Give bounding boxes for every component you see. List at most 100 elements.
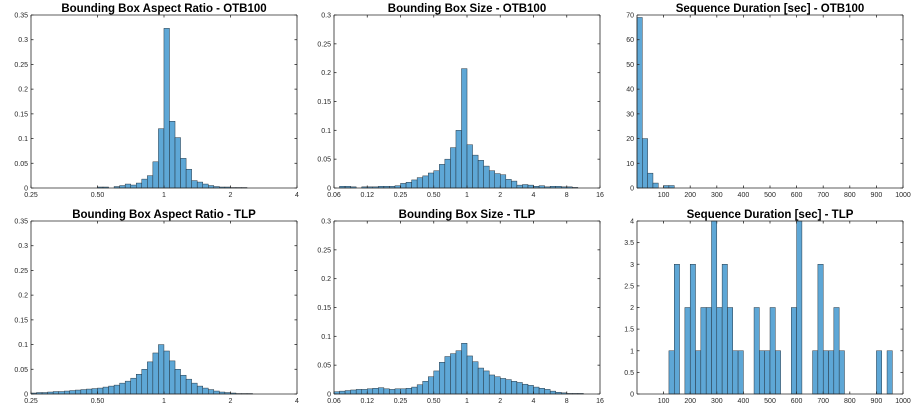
x-tick-label: 900 — [871, 192, 883, 199]
y-tick-label: 0.15 — [317, 305, 331, 312]
histogram-bar — [130, 377, 137, 395]
histogram-bar — [455, 130, 462, 189]
histogram-bar — [812, 350, 819, 395]
histogram-bar — [428, 172, 434, 189]
histogram-bar — [147, 175, 154, 189]
histogram-bar — [416, 384, 423, 395]
histogram-bar — [213, 390, 220, 395]
histogram-bar — [822, 350, 829, 395]
histogram-bar — [444, 356, 451, 395]
histogram-bar — [416, 177, 423, 189]
y-tick-label: 0.1 — [18, 136, 28, 143]
histogram-bar — [472, 154, 479, 189]
histogram-bar — [721, 264, 728, 395]
y-tick-label: 0.2 — [321, 70, 331, 77]
y-tick-label: 0.2 — [321, 276, 331, 283]
y-tick-label: 4 — [630, 219, 634, 226]
chart-panel-otb100-duration: Sequence Duration [sec] - OTB100 0 10 20 30 4… — [606, 0, 911, 206]
histogram-bar — [876, 350, 882, 395]
y-tick-label: 0.25 — [14, 62, 28, 69]
histogram-bar — [764, 350, 771, 395]
histogram-bar — [505, 379, 512, 395]
histogram-bar — [549, 390, 556, 395]
histogram-bar — [705, 307, 712, 395]
histogram-bar — [886, 350, 893, 395]
y-tick-label: 60 — [626, 37, 634, 44]
x-tick-label: 1000 — [895, 398, 911, 405]
histogram-bar — [494, 376, 501, 395]
histogram-bar — [450, 147, 457, 189]
y-tick-label: 0 — [630, 392, 634, 399]
x-tick-label: 16 — [596, 192, 604, 199]
histogram-bar — [422, 381, 429, 395]
histogram-bar — [500, 174, 507, 189]
histogram-bar — [102, 386, 109, 395]
chart-title: Sequence Duration [sec] - OTB100 — [676, 3, 865, 15]
histogram-bar — [158, 128, 165, 189]
histogram-bar — [208, 389, 215, 395]
x-tick-label: 0.50 — [427, 398, 441, 405]
histogram-bar — [64, 390, 71, 395]
histogram-bar — [383, 388, 390, 395]
y-tick-label: 0.5 — [624, 370, 634, 377]
y-tick-label: 1 — [630, 348, 634, 355]
histogram-bar — [422, 175, 429, 189]
histogram-bar — [522, 184, 529, 189]
histogram-bar — [141, 369, 148, 395]
histogram-bar — [642, 138, 648, 189]
x-tick-label: 600 — [791, 398, 803, 405]
histogram-bar — [355, 389, 362, 395]
y-tick-label: 0.3 — [321, 13, 331, 20]
y-tick-label: 0.35 — [14, 219, 28, 226]
y-tick-label: 0.05 — [317, 157, 331, 164]
x-tick-label: 800 — [844, 398, 856, 405]
histogram-bar — [180, 374, 187, 395]
histogram-bar — [732, 350, 739, 395]
histogram-bar — [500, 378, 507, 395]
x-tick-label: 16 — [596, 398, 604, 405]
histogram-bar — [405, 182, 412, 189]
histogram-bar — [411, 179, 418, 189]
x-tick-label: 100 — [658, 398, 670, 405]
histogram-bar — [439, 164, 446, 189]
y-tick-label: 2 — [630, 305, 634, 312]
histogram-bar — [141, 178, 148, 189]
x-tick-label: 4 — [295, 192, 299, 199]
histogram-bar — [516, 382, 523, 395]
y-tick-label: 0.05 — [14, 161, 28, 168]
histogram-bar — [477, 367, 484, 395]
histogram-bar — [689, 264, 696, 395]
x-tick-label: 100 — [658, 192, 670, 199]
x-tick-label: 1000 — [895, 192, 911, 199]
histogram-bar — [838, 350, 845, 395]
histogram-bar — [791, 307, 797, 395]
histogram-bar — [461, 68, 468, 189]
histogram-bar — [753, 307, 760, 395]
histogram-bar — [538, 388, 545, 395]
histogram-bar — [527, 385, 534, 395]
x-tick-label: 0.25 — [394, 398, 408, 405]
y-tick-label: 0.3 — [321, 219, 331, 226]
histogram-bar — [769, 307, 776, 395]
histogram-bar — [339, 390, 346, 395]
y-tick-label: 20 — [626, 136, 634, 143]
histogram-bar — [185, 378, 192, 395]
chart-panel-tlp-aspect-ratio: Bounding Box Aspect Ratio - TLP 0 0.05 0.1 0… — [0, 206, 303, 412]
y-tick-label: 0 — [630, 186, 634, 193]
chart-title: Bounding Box Aspect Ratio - OTB100 — [61, 3, 266, 15]
y-tick-label: 0.15 — [317, 99, 331, 106]
y-tick-label: 0.2 — [18, 87, 28, 94]
histogram-bar — [439, 362, 446, 395]
x-tick-label: 700 — [817, 192, 829, 199]
x-tick-label: 400 — [738, 192, 750, 199]
histogram-bar — [455, 350, 462, 395]
histogram-bar — [472, 361, 479, 395]
histogram-bar — [136, 182, 143, 189]
histogram-bar — [152, 161, 159, 189]
histogram-bar — [136, 374, 143, 395]
histogram-bar — [91, 388, 98, 395]
y-tick-label: 40 — [626, 87, 634, 94]
histogram-bar — [411, 386, 418, 395]
x-tick-label: 0.50 — [91, 192, 105, 199]
y-tick-label: 0.3 — [18, 37, 28, 44]
